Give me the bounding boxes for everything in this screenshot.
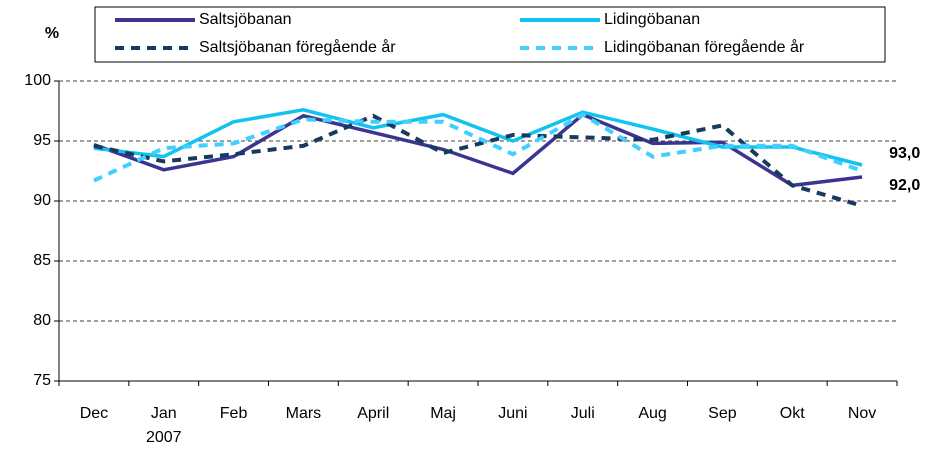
y-axis-label: %	[45, 25, 59, 42]
year-label: 2007	[146, 429, 182, 446]
x-tick-label: Dec	[80, 405, 108, 422]
legend-label: Lidingöbanan	[604, 11, 700, 28]
y-tick-label: 100	[24, 72, 51, 89]
y-tick-label: 85	[33, 252, 51, 269]
x-tick-label: Mars	[286, 405, 322, 422]
legend-box	[94, 6, 886, 63]
x-tick-label: Okt	[780, 405, 805, 422]
x-tick-label: Aug	[638, 405, 666, 422]
y-tick-label: 80	[33, 312, 51, 329]
x-tick-label: Feb	[220, 405, 248, 422]
legend-label: Lidingöbanan föregående år	[604, 38, 805, 56]
data-label: 93,0	[889, 145, 920, 162]
legend-label: Saltsjöbanan	[199, 11, 292, 28]
x-tick-label: Sep	[708, 405, 737, 422]
y-tick-label: 75	[33, 372, 51, 389]
series-line	[93, 112, 863, 183]
x-tick-label: April	[357, 405, 389, 422]
y-tick-label: 90	[33, 192, 51, 209]
data-label: 92,0	[889, 177, 920, 194]
x-tick-label: Nov	[848, 405, 876, 422]
series-line	[93, 113, 863, 208]
x-tick-label: Jan	[151, 405, 177, 422]
series-line	[93, 108, 863, 167]
legend-label: Saltsjöbanan föregående år	[199, 38, 396, 56]
x-tick-label: Juli	[571, 405, 595, 422]
y-tick-label: 95	[33, 132, 51, 149]
series-line	[93, 112, 863, 188]
x-tick-label: Juni	[498, 405, 527, 422]
x-tick-label: Maj	[430, 405, 456, 422]
